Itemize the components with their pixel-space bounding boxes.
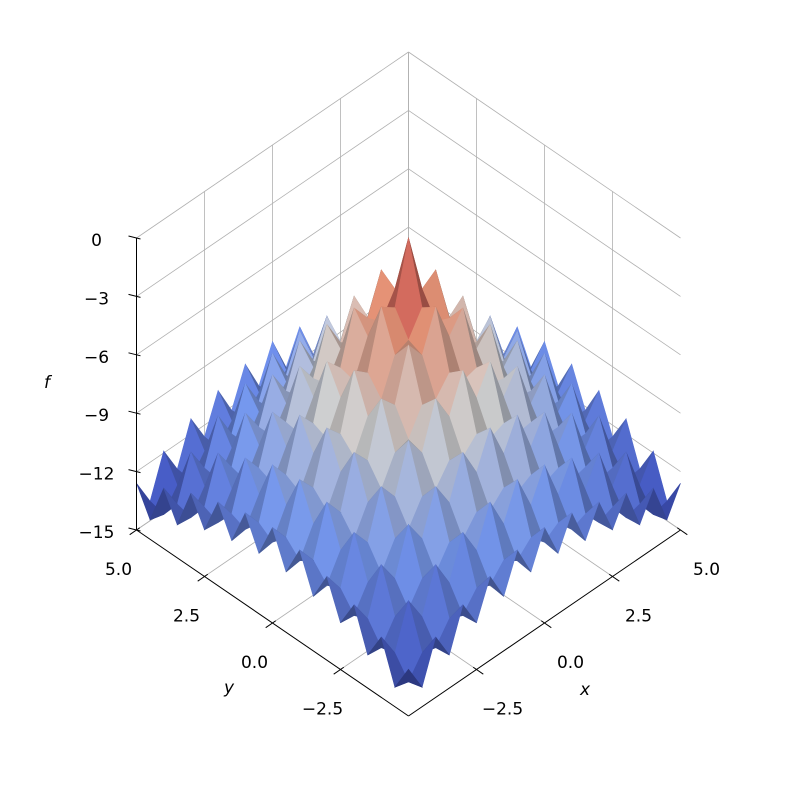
z-tick: [128, 352, 141, 357]
y-tick-label: −2.5: [302, 700, 343, 720]
z-tick-label: −3: [84, 289, 109, 309]
z-tick: [128, 410, 141, 415]
y-tick: [333, 666, 345, 675]
surface-patch: [394, 668, 423, 688]
x-tick-label: 5.0: [693, 560, 720, 580]
z-tick-label: −9: [84, 406, 109, 426]
z-tick-label: −15: [79, 523, 115, 543]
x-tick-label: 0.0: [557, 653, 584, 673]
x-tick: [472, 666, 484, 675]
grid-line: [136, 168, 409, 356]
x-axis-label: x: [579, 680, 591, 700]
grid-line: [136, 226, 409, 414]
axes: −2.5 0.0 2.5 5.0 −2.5 0.0 2.5 5.0 0 −3 −6 −9 −12 −15: [79, 231, 720, 720]
z-tick-label: −12: [79, 465, 115, 485]
z-tick: [128, 235, 141, 240]
grid-line: [408, 110, 681, 297]
y-tick-label: 0.0: [241, 653, 268, 673]
z-tick-label: 0: [91, 231, 102, 251]
z-axis-label: f: [44, 373, 53, 393]
x-tick: [676, 527, 688, 536]
x-tick: [608, 573, 620, 582]
z-tick-label: −6: [84, 348, 109, 368]
grid-line: [408, 168, 681, 356]
grid-line: [136, 51, 409, 239]
grid-line: [136, 110, 409, 297]
y-tick-label: 5.0: [105, 560, 132, 580]
grid-line: [408, 226, 681, 414]
x-tick-label: −2.5: [482, 700, 523, 720]
z-tick: [128, 293, 141, 298]
surface: [136, 236, 681, 688]
x-tick: [540, 620, 552, 629]
grid-line: [408, 51, 681, 239]
y-axis-label: y: [223, 678, 235, 698]
x-tick-label: 2.5: [625, 607, 652, 627]
y-tick-label: 2.5: [173, 607, 200, 627]
z-tick: [128, 527, 141, 532]
z-tick: [128, 469, 141, 474]
y-tick: [197, 573, 209, 582]
y-tick: [265, 620, 277, 629]
y-tick: [129, 527, 141, 536]
